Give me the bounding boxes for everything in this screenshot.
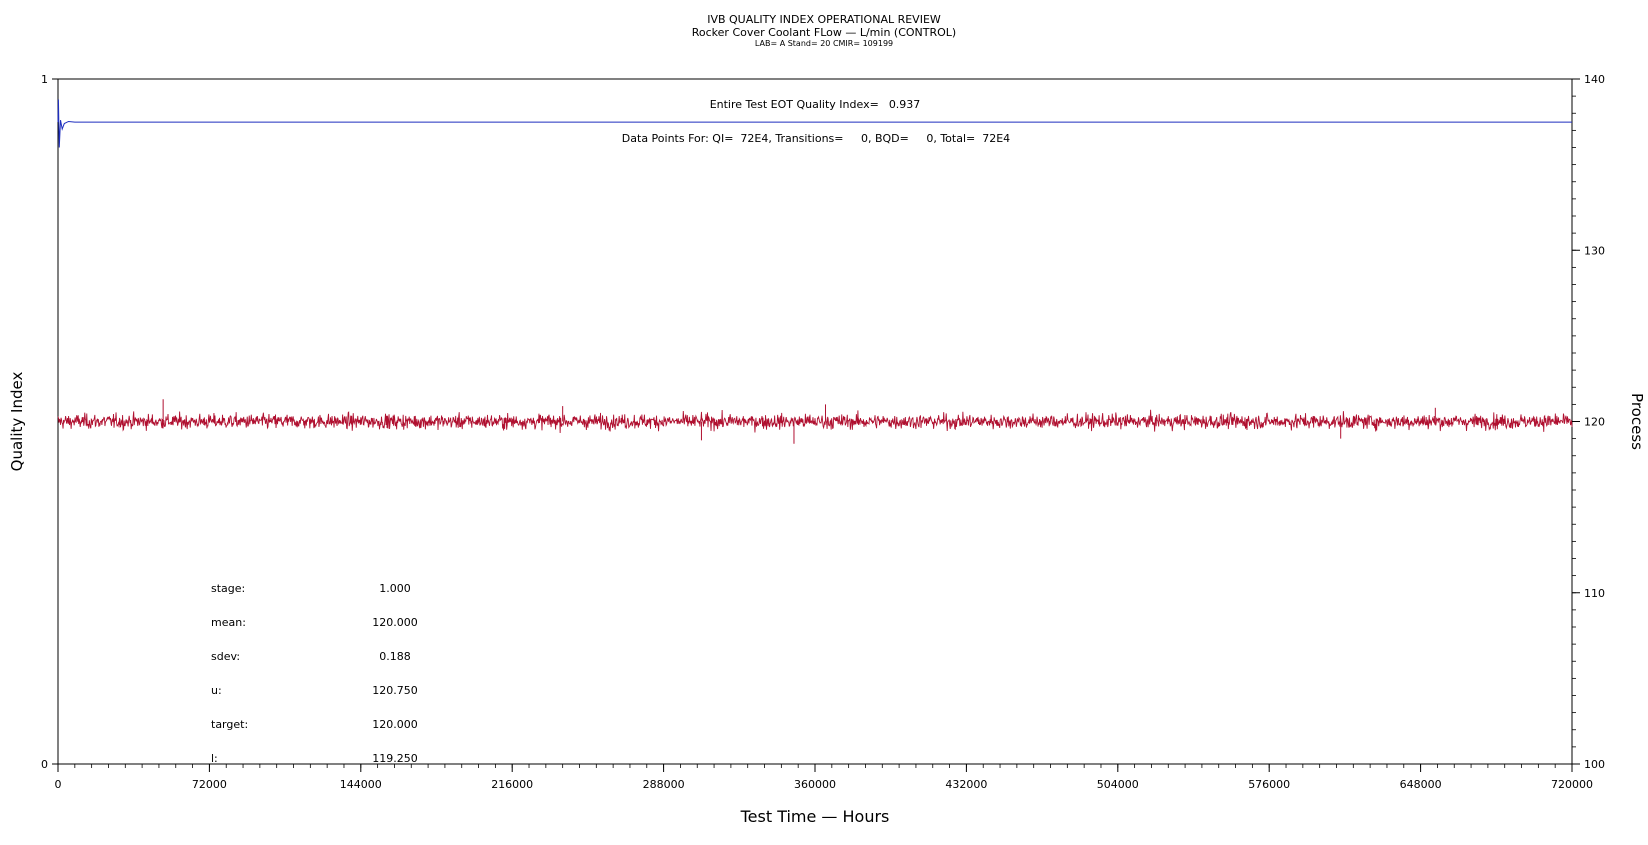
annotations: Entire Test EOT Quality Index= 0.937 Data …: [622, 98, 1010, 145]
x-axis: 0 72000 144000 216000 288000 360000 432000 5040…: [55, 764, 1593, 826]
y-right-tick-label: 130: [1584, 244, 1605, 257]
eot-quality-index-annotation: Entire Test EOT Quality Index= 0.937: [710, 98, 921, 111]
x-tick-label: 288000: [643, 778, 685, 791]
y-left-tick-label: 1: [41, 73, 48, 86]
x-tick-label: 216000: [491, 778, 533, 791]
eot-label: Entire Test EOT Quality Index=: [710, 98, 879, 111]
stat-label: mean:: [211, 616, 246, 629]
x-tick-label: 576000: [1248, 778, 1290, 791]
y-left-axis-label: Quality Index: [8, 372, 26, 472]
eot-value: 0.937: [889, 98, 921, 111]
y-axis-left: 0 1 Quality Index: [8, 73, 58, 771]
stat-label: stage:: [211, 582, 245, 595]
chart-title-block: IVB QUALITY INDEX OPERATIONAL REVIEW Roc…: [0, 13, 1648, 49]
stat-value: 120.000: [372, 718, 418, 731]
stat-label: l:: [211, 752, 218, 765]
stat-value: 1.000: [379, 582, 411, 595]
data-points-annotation: Data Points For: QI= 72E4, Transitions= …: [622, 132, 1010, 145]
x-tick-label: 432000: [945, 778, 987, 791]
stat-value: 120.750: [372, 684, 418, 697]
y-right-axis-label: Process: [1628, 393, 1646, 450]
quality-index-line: [57, 99, 1572, 148]
y-right-tick-label: 100: [1584, 758, 1605, 771]
stat-label: sdev:: [211, 650, 240, 663]
chart-subtitle-meta: LAB= A Stand= 20 CMIR= 109199: [754, 39, 894, 49]
process-line: [57, 409, 1573, 434]
x-tick-label: 360000: [794, 778, 836, 791]
x-tick-label: 648000: [1400, 778, 1442, 791]
y-left-tick-label: 0: [41, 758, 48, 771]
stats-table: stage: 1.000 mean: 120.000 sdev: 0.188 u: 120.7…: [211, 582, 418, 765]
series-process: [57, 399, 1573, 444]
y-right-tick-label: 140: [1584, 73, 1605, 86]
x-axis-label: Test Time — Hours: [740, 807, 890, 826]
stat-value: 119.250: [372, 752, 418, 765]
y-axis-right: 100 110 120 130 140 Process: [1572, 73, 1646, 771]
stat-value: 0.188: [379, 650, 411, 663]
chart-subtitle: Rocker Cover Coolant FLow — L/min (CONTR…: [691, 25, 957, 39]
stat-value: 120.000: [372, 616, 418, 629]
x-tick-label: 72000: [192, 778, 227, 791]
y-right-tick-label: 110: [1584, 587, 1605, 600]
y-right-tick-label: 120: [1584, 416, 1605, 429]
x-tick-label: 504000: [1097, 778, 1139, 791]
x-tick-label: 0: [55, 778, 62, 791]
x-tick-label: 720000: [1551, 778, 1593, 791]
chart-title: IVB QUALITY INDEX OPERATIONAL REVIEW: [707, 13, 941, 26]
stat-label: target:: [211, 718, 248, 731]
x-tick-label: 144000: [340, 778, 382, 791]
series-quality-index: [57, 99, 1572, 148]
stat-label: u:: [211, 684, 222, 697]
